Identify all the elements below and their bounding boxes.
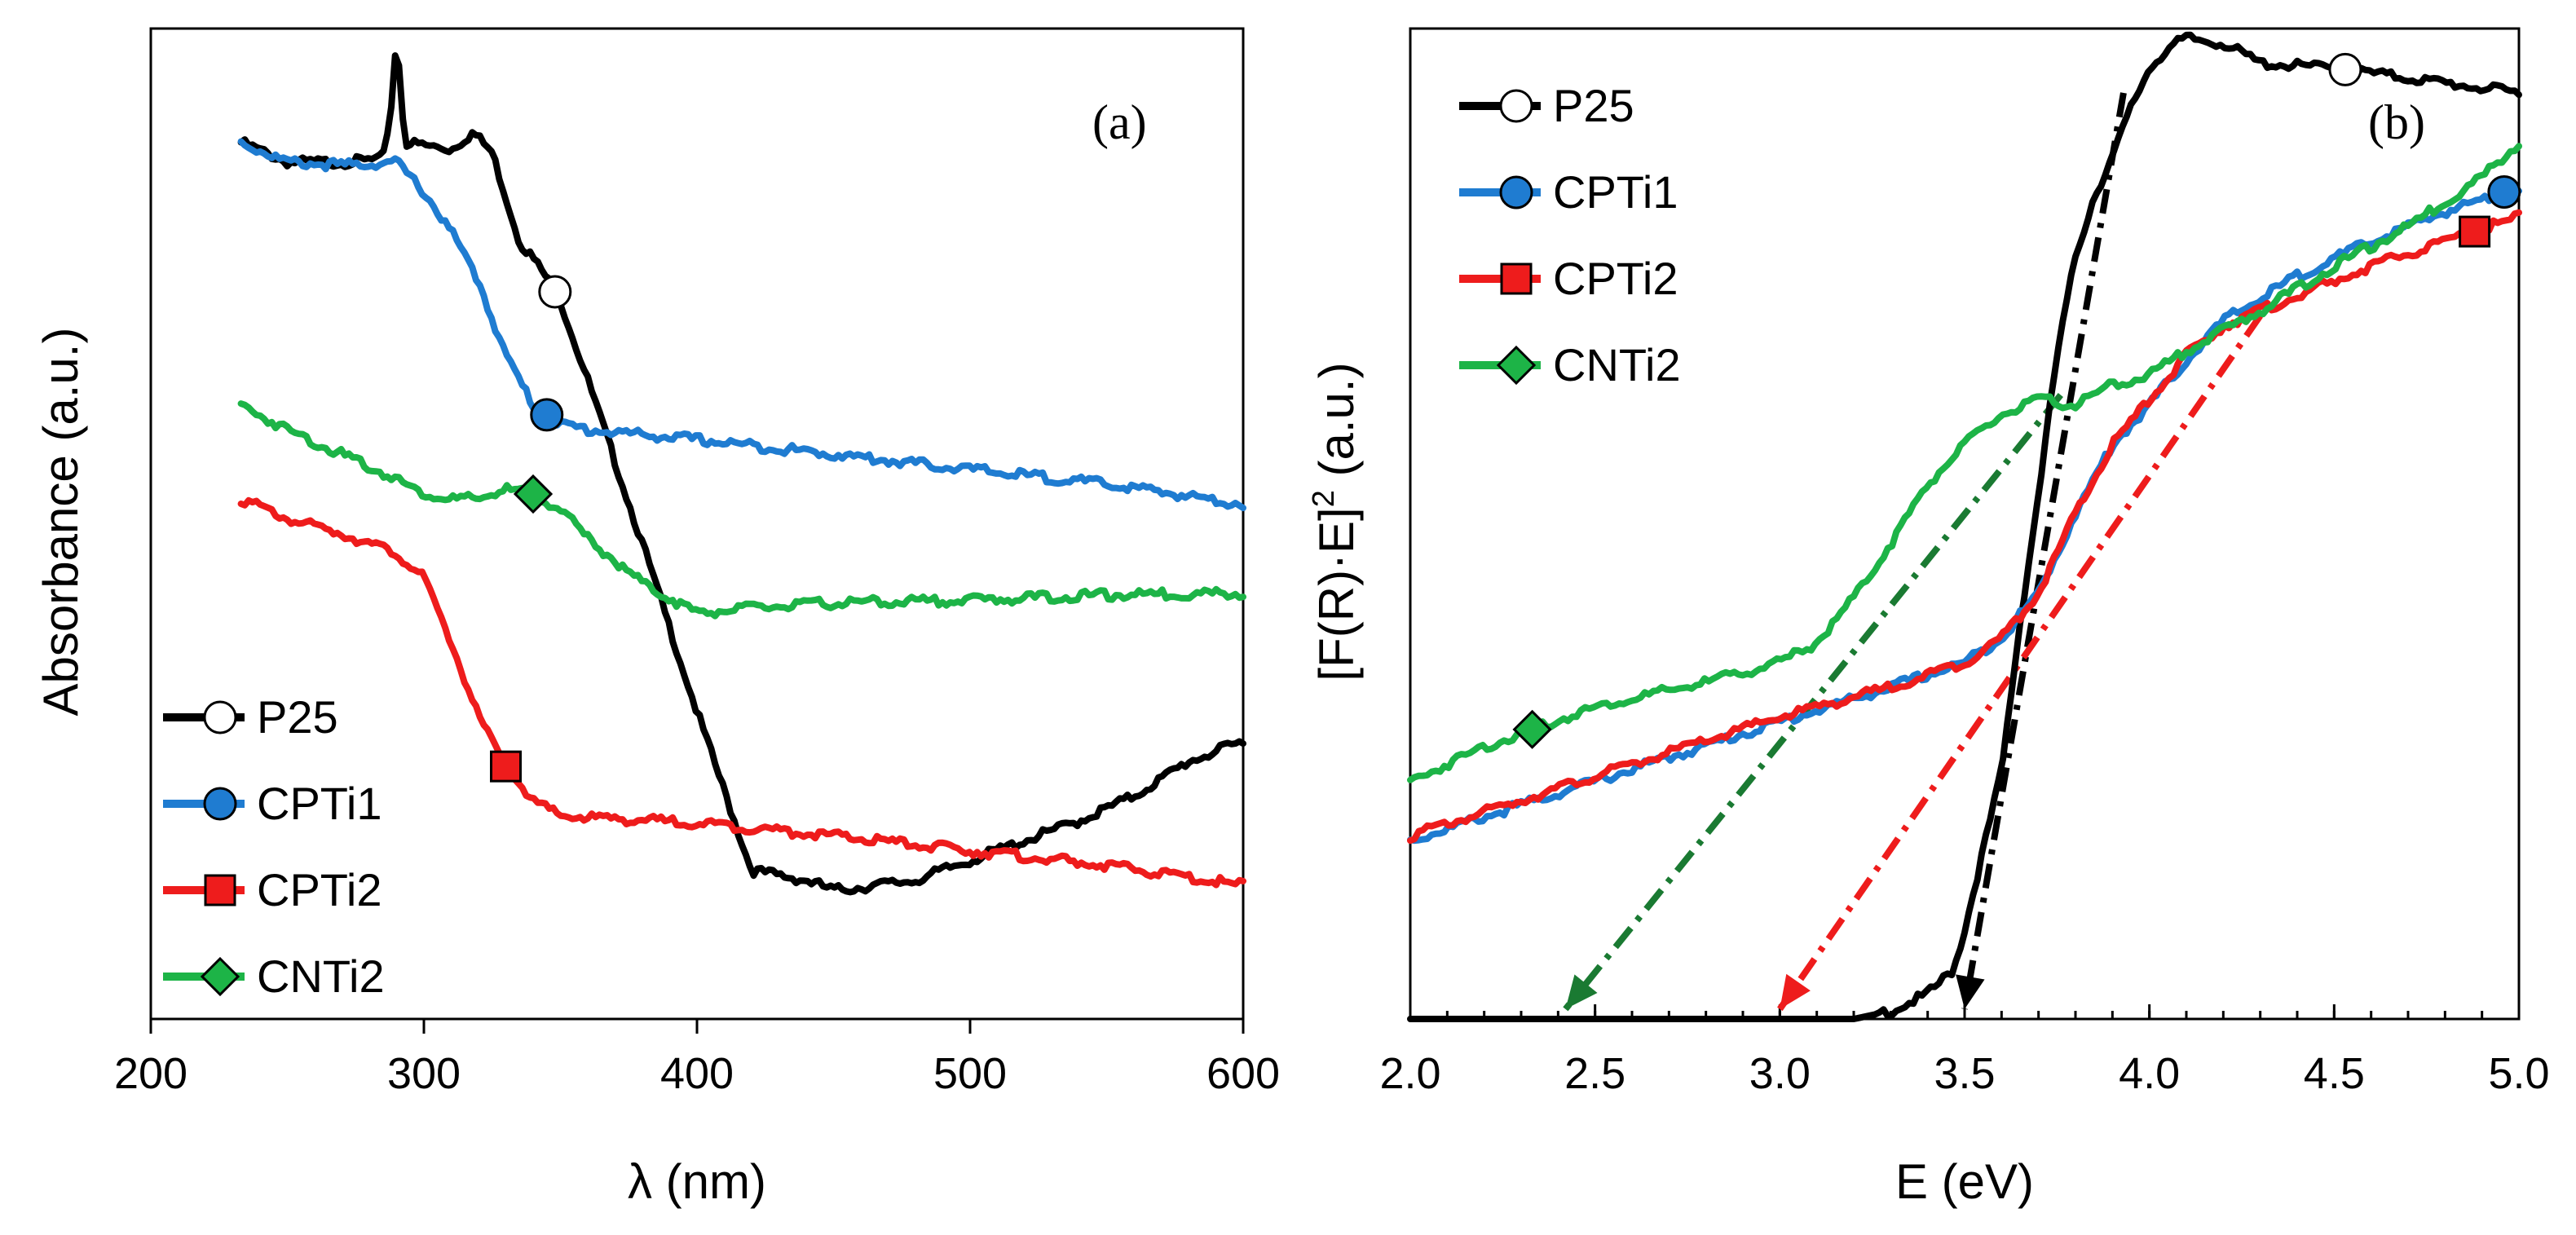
x-tick-label: 200 [114, 1049, 187, 1098]
series-marker-cpti2 [2459, 215, 2491, 248]
series-line-cnti2 [1407, 143, 2522, 783]
legend-marker [1499, 89, 1533, 123]
series-marker-cpti2 [490, 750, 522, 783]
legend-label: CNTi2 [1553, 339, 1681, 390]
panel-b-markers [1512, 52, 2521, 749]
fit-line [1961, 92, 2127, 1010]
panel-b-x-axis-title: E (eV) [1895, 1154, 2034, 1209]
panel-b-fit-lines [1563, 92, 2263, 1012]
panel-a-markers [490, 275, 572, 783]
panel-a-series [237, 52, 1246, 896]
panel-b-legend: P25 CPTi1 CPTi2 CNTi2 [1459, 80, 1681, 390]
legend-marker [204, 874, 236, 906]
series-marker-cpti1 [2487, 174, 2521, 209]
series-line-cpti2 [237, 496, 1246, 889]
panel-a-x-ticks: 200 300 400 500 600 [114, 1019, 1280, 1098]
legend-label: CPTi1 [1553, 166, 1678, 218]
panel-a-label: (a) [1092, 95, 1147, 149]
legend-label: P25 [1553, 80, 1634, 131]
series-marker-cpti1 [530, 398, 564, 432]
panel-a-legend: P25 CPTi1 CPTi2 CNTi2 [163, 691, 385, 1002]
panel-b: 2.0 2.5 3.0 3.5 4.0 4.5 5.0 (b) E (eV) [F(R)·E… [1307, 27, 2550, 1209]
series-line-cpti1 [237, 138, 1246, 512]
fit-arrowhead [1565, 974, 1598, 1009]
legend-label: CNTi2 [257, 951, 385, 1002]
panel-b-y-axis-title: [F(R)·E]2 (a.u.) [1307, 362, 1364, 681]
panel-b-x-ticks: 2.0 2.5 3.0 3.5 4.0 4.5 5.0 [1379, 1004, 2550, 1098]
panel-a-x-axis-title: λ (nm) [628, 1154, 766, 1209]
series-marker-cnti2 [513, 474, 554, 514]
panel-b-label: (b) [2368, 95, 2425, 149]
series-line-cpti2 [1407, 209, 2522, 845]
x-tick-label: 2.5 [1564, 1049, 1625, 1098]
x-tick-label: 500 [933, 1049, 1007, 1098]
series-marker-p25 [538, 275, 572, 309]
fit-arrowhead [1780, 973, 1811, 1009]
fit-line [1777, 314, 2263, 1012]
x-tick-label: 5.0 [2488, 1049, 2549, 1098]
panel-b-y-axis-title-main: [F(R)·E] [1309, 507, 1364, 681]
x-tick-label: 3.0 [1749, 1049, 1811, 1098]
x-tick-label: 600 [1206, 1049, 1280, 1098]
legend-marker [203, 700, 237, 734]
x-tick-label: 400 [660, 1049, 734, 1098]
legend-marker [1500, 262, 1533, 295]
x-tick-label: 3.5 [1934, 1049, 1995, 1098]
panel-a-y-axis-title: Absorbance (a.u.) [33, 328, 88, 717]
panel-a: 200 300 400 500 600 (a) λ (nm) Absorbance (a… [33, 27, 1280, 1209]
series-marker-p25 [2328, 52, 2362, 86]
panel-b-y-axis-title-suffix: (a.u.) [1309, 362, 1364, 490]
legend-label: CPTi2 [1553, 253, 1678, 304]
panel-b-y-axis-title-sup: 2 [1307, 490, 1341, 507]
series-marker-cnti2 [1512, 709, 1552, 749]
x-tick-label: 300 [387, 1049, 461, 1098]
x-tick-label: 4.0 [2119, 1049, 2180, 1098]
legend-marker [203, 787, 237, 821]
series-line-cnti2 [237, 400, 1246, 620]
legend-label: P25 [257, 691, 338, 743]
series-line-p25 [237, 52, 1246, 896]
fit-arrowhead [1956, 974, 1985, 1009]
legend-label: CPTi2 [257, 864, 382, 915]
x-tick-label: 4.5 [2304, 1049, 2365, 1098]
legend-marker [1499, 175, 1533, 210]
x-tick-label: 2.0 [1379, 1049, 1440, 1098]
legend-marker [1496, 345, 1537, 386]
legend-label: CPTi1 [257, 778, 382, 829]
legend-marker [200, 956, 240, 997]
